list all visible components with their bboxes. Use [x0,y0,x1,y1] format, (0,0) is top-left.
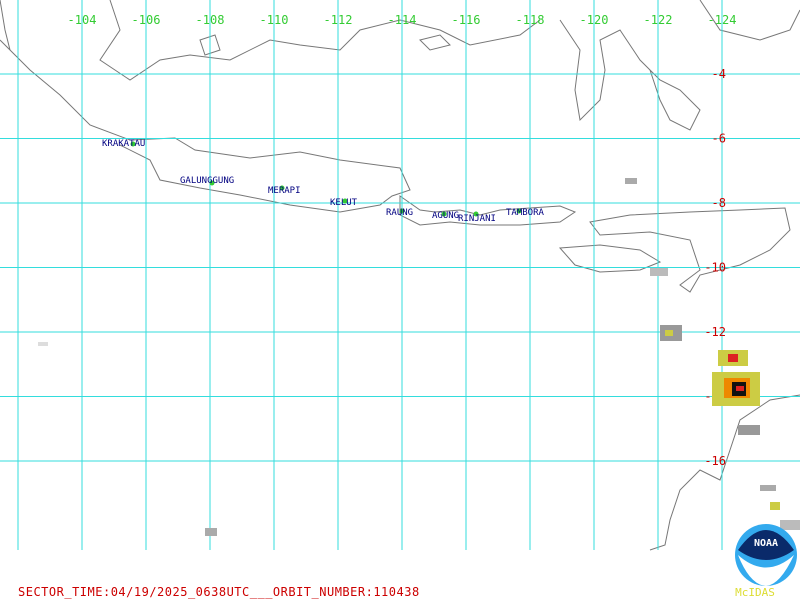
volcano-label: TAMBORA [506,208,545,218]
latitude-label: -12 [704,325,726,339]
latitude-label: -8 [712,196,726,210]
volcano-marker [399,208,405,214]
volcano-marker [209,180,215,186]
latitude-label: -16 [704,454,726,468]
volcano-label: MERAPI [268,186,301,196]
longitude-label: -120 [580,13,609,27]
volcano-marker [516,208,522,214]
longitude-label: -124 [708,13,737,27]
latitude-label: -6 [712,132,726,146]
longitude-label: -104 [68,13,97,27]
logo-name: NOAA [754,538,778,549]
longitude-label: -112 [324,13,353,27]
longitude-label: -118 [516,13,545,27]
volcano-label: RINJANI [458,214,496,224]
volcano-marker [473,211,479,217]
longitude-label: -110 [260,13,289,27]
longitude-label: -108 [196,13,225,27]
volcano-marker [130,141,136,147]
volcano-label: KRAKATAU [102,139,145,149]
hotspots [38,178,800,536]
volcano-label: AGUNG [432,211,459,221]
volcano-labels: KRAKATAU GALUNGGUNG MERAPI KELUT RAUNG AGUNGR… [102,139,545,224]
latitude-label: -10 [704,261,726,275]
coastlines [0,0,800,551]
volcano-label: GALUNGGUNG [180,176,234,186]
lat-lon-grid: -104 -106 -108 -110 -112 -114 -116 -118 -120 -122… [0,0,800,550]
footer-text: SECTOR_TIME:04/19/2025_0638UTC___ORBIT_N… [18,585,420,599]
volcano-marker [342,198,348,204]
longitude-label: -106 [132,13,161,27]
latitude-label: -4 [712,67,726,81]
noaa-logo: NOAA McIDAS [735,524,797,599]
longitude-label: -116 [452,13,481,27]
volcano-marker [279,185,285,191]
logo-caption: McIDAS [735,586,775,599]
longitude-label: -122 [644,13,673,27]
volcano-label: RAUNG [386,208,413,218]
volcano-label: KELUT [330,198,358,208]
volcano-marker [441,211,447,217]
longitude-label: -114 [388,13,417,27]
